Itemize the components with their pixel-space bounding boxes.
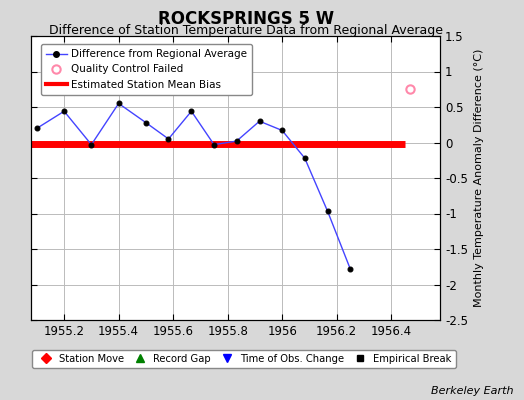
Text: Berkeley Earth: Berkeley Earth (431, 386, 514, 396)
Difference from Regional Average (166, 136, 172, 141)
Difference from Regional Average (143, 120, 149, 125)
Text: Difference of Station Temperature Data from Regional Average: Difference of Station Temperature Data f… (49, 24, 443, 37)
Difference from Regional Average (88, 142, 94, 147)
Difference from Regional Average (188, 109, 194, 114)
Text: ROCKSPRINGS 5 W: ROCKSPRINGS 5 W (158, 10, 334, 28)
Difference from Regional Average (115, 101, 122, 106)
Difference from Regional Average (34, 126, 40, 131)
Difference from Regional Average (211, 142, 217, 147)
Y-axis label: Monthly Temperature Anomaly Difference (°C): Monthly Temperature Anomaly Difference (… (474, 49, 484, 307)
Line: Difference from Regional Average: Difference from Regional Average (35, 101, 353, 271)
Difference from Regional Average (256, 119, 263, 124)
Difference from Regional Average (347, 266, 353, 271)
Difference from Regional Average (234, 139, 240, 144)
Difference from Regional Average (279, 128, 285, 133)
Difference from Regional Average (302, 156, 308, 160)
Difference from Regional Average (61, 109, 67, 114)
Legend: Station Move, Record Gap, Time of Obs. Change, Empirical Break: Station Move, Record Gap, Time of Obs. C… (32, 350, 455, 368)
Difference from Regional Average (324, 209, 331, 214)
